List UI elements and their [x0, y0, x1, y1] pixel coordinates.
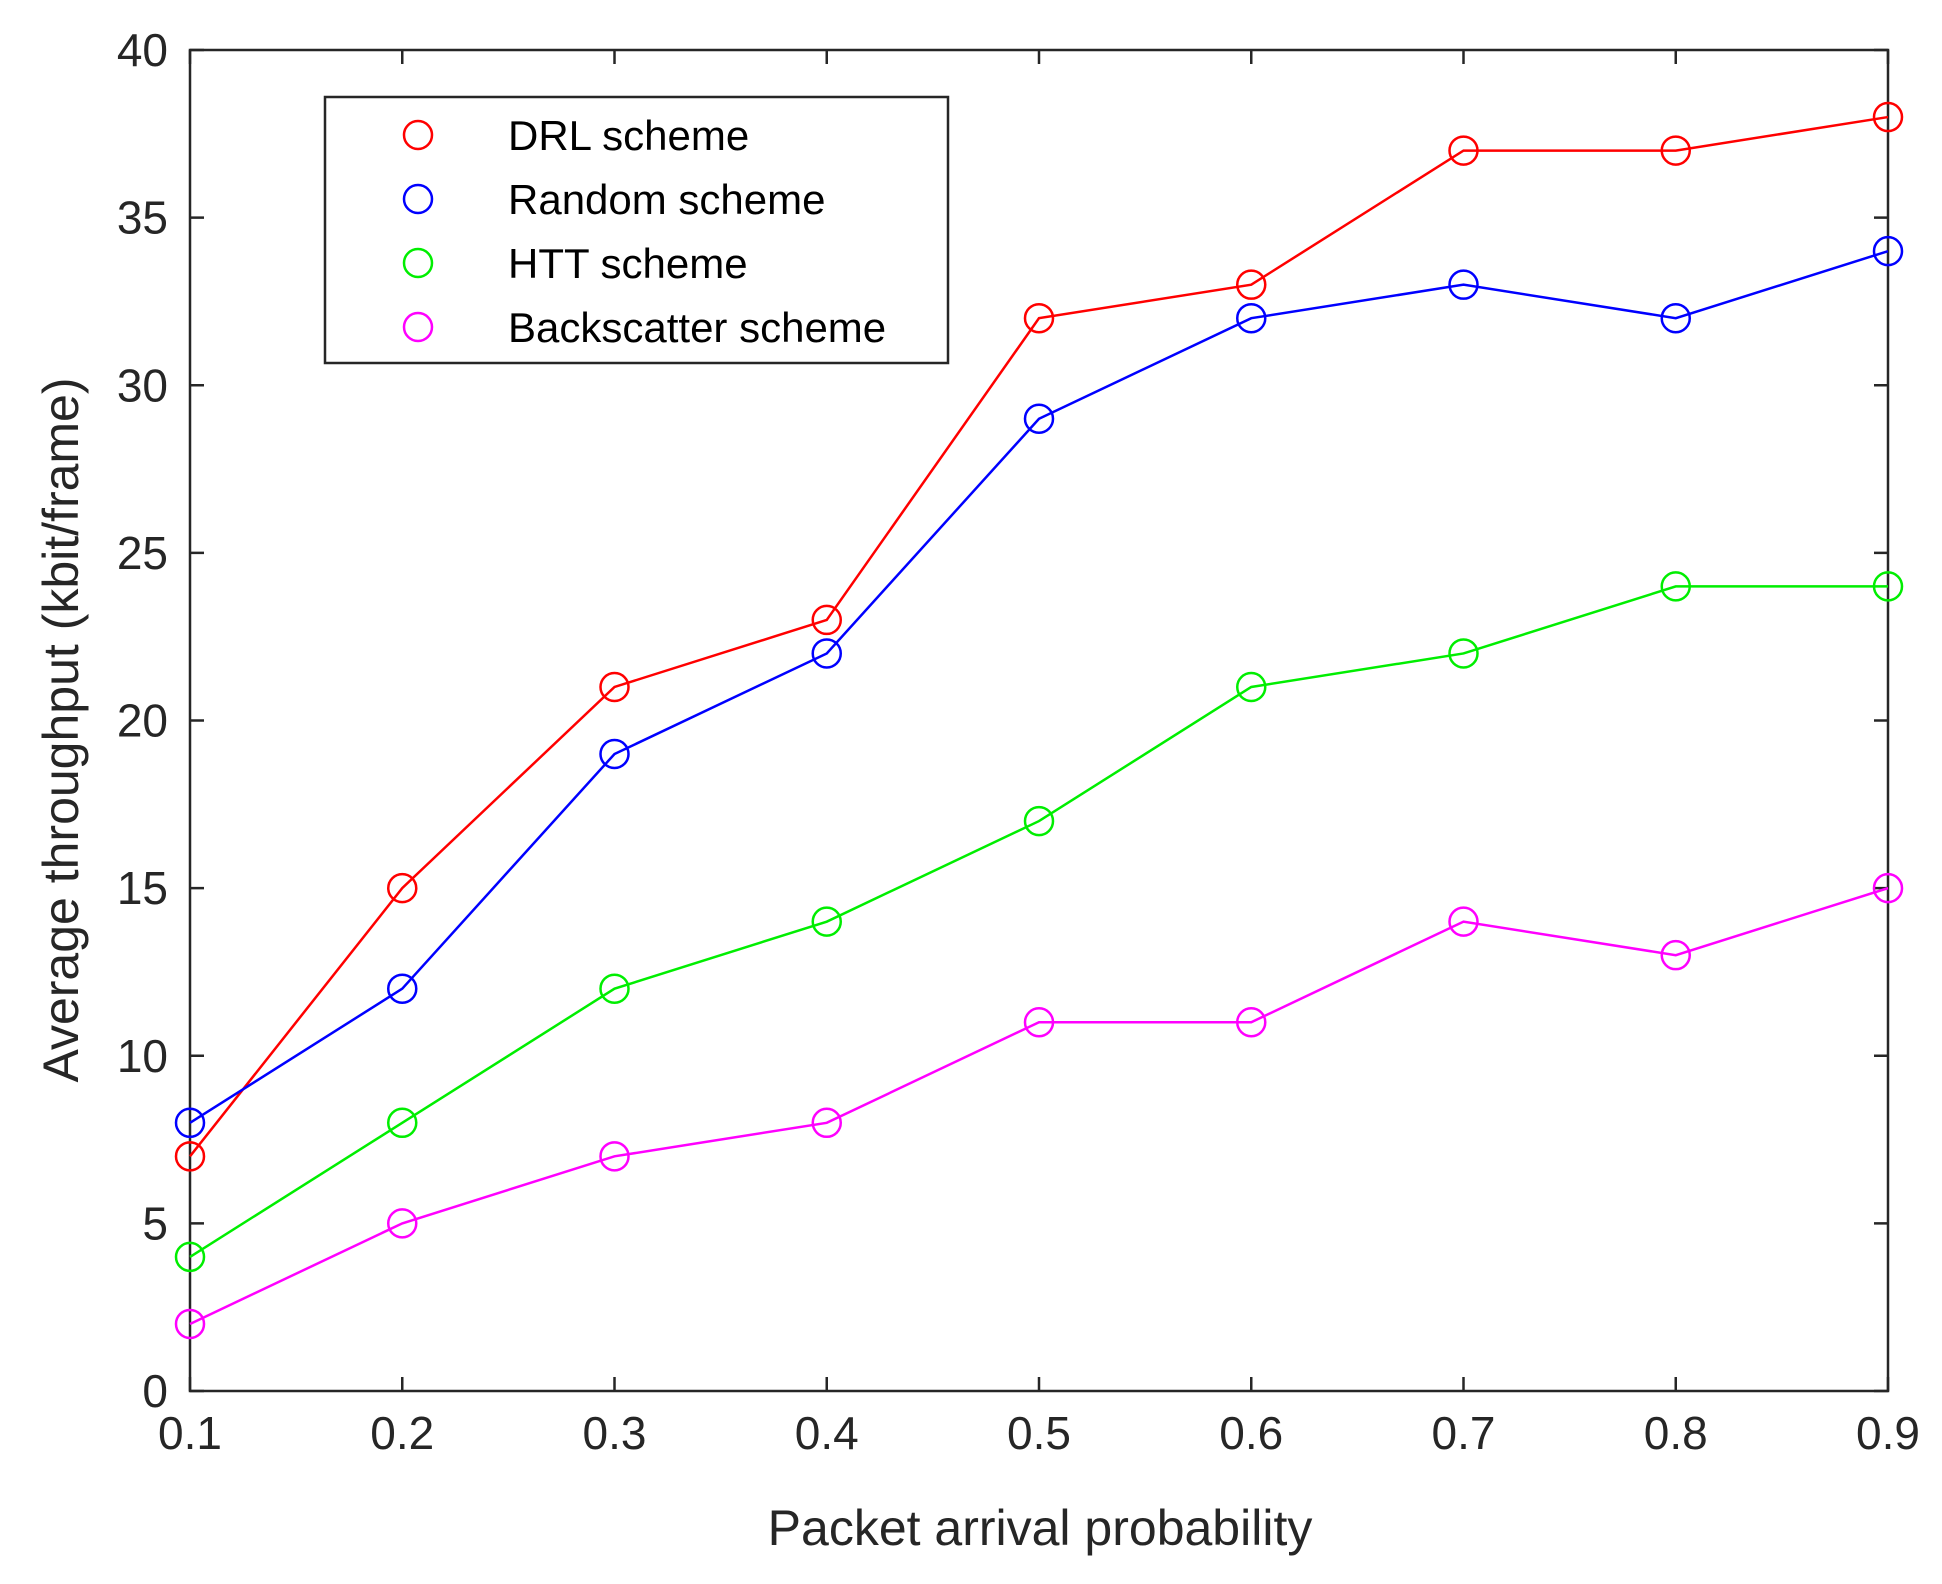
data-point — [1872, 571, 1904, 602]
y-tick-label: 15 — [117, 862, 168, 914]
data-point — [387, 872, 418, 904]
data-point — [387, 973, 418, 1004]
data-point — [1448, 906, 1479, 937]
data-point — [1448, 135, 1479, 166]
data-point — [1023, 1006, 1055, 1038]
y-tick-label: 25 — [117, 527, 168, 579]
data-point — [599, 738, 630, 770]
legend-entry: Random scheme — [508, 176, 825, 223]
y-tick-label: 30 — [117, 359, 168, 411]
data-point — [174, 1107, 206, 1139]
data-point — [1236, 302, 1267, 334]
data-point — [1448, 269, 1479, 300]
x-tick-label: 0.4 — [795, 1407, 859, 1459]
series-htt-scheme — [174, 571, 1904, 1273]
y-tick-label: 10 — [117, 1030, 168, 1082]
series-line — [189, 115, 1889, 1158]
data-point — [599, 671, 630, 703]
x-tick-label: 0.1 — [158, 1407, 222, 1459]
data-point — [1023, 403, 1055, 435]
data-point — [1236, 269, 1267, 300]
data-point — [1660, 135, 1691, 166]
data-point — [387, 1208, 418, 1239]
y-tick-label: 5 — [142, 1197, 168, 1249]
data-point — [811, 638, 842, 669]
data-point — [1872, 101, 1904, 133]
data-point — [1448, 638, 1479, 669]
data-point — [599, 973, 630, 1004]
legend-entry: Backscatter scheme — [508, 304, 886, 351]
y-tick-label: 20 — [117, 695, 168, 747]
series-line — [189, 585, 1888, 1258]
x-tick-label: 0.2 — [370, 1407, 434, 1459]
series-line — [189, 249, 1889, 1124]
data-point — [599, 1141, 630, 1172]
data-point — [1660, 571, 1691, 602]
x-axis-label: Packet arrival probability — [768, 1500, 1313, 1556]
data-point — [811, 906, 842, 937]
legend-marker — [402, 183, 434, 215]
series-drl-scheme — [174, 101, 1904, 1172]
data-point — [811, 604, 842, 636]
y-tick-label: 0 — [142, 1365, 168, 1417]
data-point — [1872, 235, 1904, 267]
series-line — [189, 886, 1889, 1326]
legend: DRL scheme Random scheme HTT scheme Backsca… — [323, 95, 950, 365]
data-point — [1236, 671, 1267, 703]
data-point — [811, 1107, 842, 1139]
axes: 0.1 0.2 0.3 0.4 0.5 0.6 0.7 0.8 0.9 0 5 10 15 20 25 30 3… — [117, 24, 1920, 1459]
x-tick-label: 0.9 — [1856, 1407, 1920, 1459]
data-point — [1236, 1006, 1267, 1038]
legend-entry: DRL scheme — [508, 112, 749, 159]
data-point — [174, 1308, 206, 1340]
legend-marker — [402, 119, 434, 151]
x-tick-label: 0.3 — [583, 1407, 647, 1459]
legend-marker — [402, 247, 434, 279]
data-point — [1660, 302, 1691, 334]
data-point — [1872, 872, 1904, 904]
y-tick-label: 35 — [117, 192, 168, 244]
series-random-scheme — [174, 235, 1904, 1139]
x-tick-label: 0.5 — [1007, 1407, 1071, 1459]
data-point — [387, 1107, 418, 1139]
data-point — [174, 1141, 206, 1172]
legend-entry: HTT scheme — [508, 240, 748, 287]
data-point — [1023, 302, 1055, 334]
data-point — [1660, 939, 1691, 971]
x-tick-label: 0.8 — [1644, 1407, 1708, 1459]
data-point — [174, 1241, 206, 1273]
data-point — [1023, 805, 1055, 837]
legend-marker — [402, 311, 434, 343]
data-series — [174, 101, 1904, 1340]
series-backscatter-scheme — [174, 872, 1904, 1340]
x-tick-label: 0.7 — [1432, 1407, 1496, 1459]
x-tick-label: 0.6 — [1219, 1407, 1283, 1459]
y-axis-label: Average throughput (kbit/frame) — [33, 377, 89, 1082]
y-tick-label: 40 — [117, 24, 168, 76]
